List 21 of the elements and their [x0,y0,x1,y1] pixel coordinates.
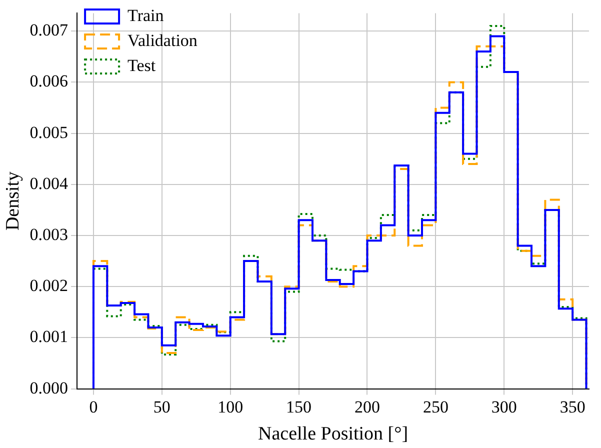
legend-label: Validation [128,30,198,50]
legend-label: Train [128,6,164,25]
x-tick-label: 300 [491,397,517,416]
x-tick-label: 250 [422,397,448,416]
y-tick-label: 0.005 [30,122,68,142]
x-tick-label: 50 [153,397,170,416]
y-tick-label: 0.001 [30,327,68,346]
x-axis-title: Nacelle Position [°] [258,424,408,445]
x-tick-label: 200 [354,397,380,416]
y-axis-title: Density [2,170,24,231]
legend-label: Test [128,56,156,75]
x-tick-label: 350 [560,397,586,416]
x-tick-label: 150 [286,397,312,416]
x-tick-label: 100 [218,397,244,416]
y-tick-label: 0.007 [30,20,69,40]
y-tick-label: 0.002 [30,276,68,296]
y-tick-label: 0.000 [30,378,68,398]
y-tick-label: 0.003 [30,224,68,244]
y-tick-label: 0.006 [30,72,68,91]
y-tick-label: 0.004 [30,174,69,193]
x-tick-label: 0 [89,397,98,416]
